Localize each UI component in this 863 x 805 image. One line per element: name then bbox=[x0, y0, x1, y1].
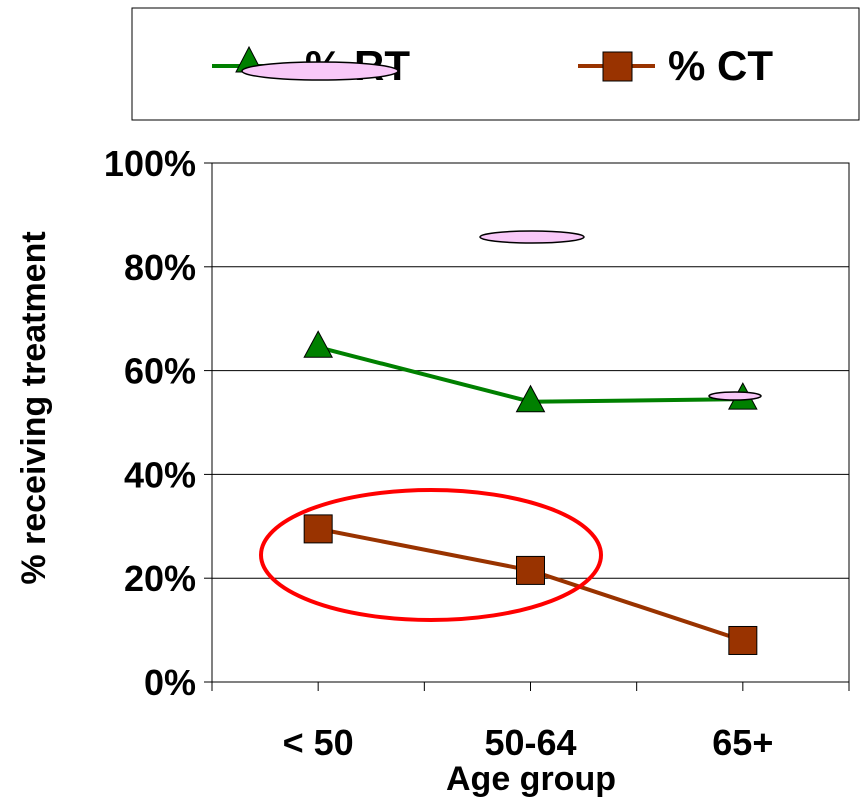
y-tick-label: 40% bbox=[124, 454, 196, 495]
x-ticks bbox=[211, 682, 850, 691]
y-tick-label: 80% bbox=[124, 247, 196, 288]
y-tick-label: 60% bbox=[124, 351, 196, 392]
legend-pink-oval bbox=[241, 61, 399, 81]
y-tick-label: 0% bbox=[144, 662, 196, 703]
ct-point-marker bbox=[303, 514, 333, 544]
y-axis-title: % receiving treatment bbox=[15, 231, 53, 584]
series-layer bbox=[303, 330, 758, 655]
legend-ct-label: % CT bbox=[668, 42, 773, 89]
rt-point-marker bbox=[515, 384, 546, 413]
x-tick-label: 50-64 bbox=[484, 722, 576, 763]
highlight-circle bbox=[259, 488, 603, 622]
rt-point-marker bbox=[303, 330, 334, 358]
y-tick-label: 100% bbox=[104, 143, 196, 184]
x-tick-label: < 50 bbox=[283, 722, 354, 763]
x-tick-label: 65+ bbox=[712, 722, 773, 763]
x-tick-labels: < 50 50-64 65+ bbox=[283, 722, 774, 763]
ct-point-marker bbox=[516, 555, 545, 585]
y-tick-labels: 0% 20% 40% 60% 80% 100% bbox=[104, 143, 196, 703]
legend-item-rt: % RT bbox=[212, 42, 410, 89]
y-tick-label: 20% bbox=[124, 558, 196, 599]
ct-point-marker bbox=[728, 625, 758, 655]
x-axis-title: Age group bbox=[446, 760, 616, 798]
legend: % RT % CT bbox=[131, 7, 860, 121]
pink-oval-artifact-1 bbox=[479, 230, 585, 244]
plot-area: 0% 20% 40% 60% 80% 100% < 50 50-64 65+ bbox=[104, 143, 850, 763]
legend-item-ct: % CT bbox=[578, 42, 773, 89]
legend-ct-square-icon bbox=[602, 51, 633, 82]
pink-oval-artifact-2 bbox=[708, 391, 762, 401]
